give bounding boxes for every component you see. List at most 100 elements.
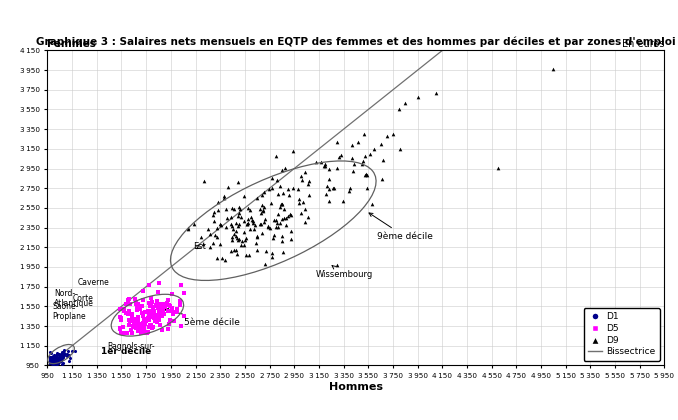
Point <box>315 159 326 165</box>
Point <box>163 302 174 309</box>
Point <box>153 304 164 311</box>
Point <box>121 301 132 307</box>
Point <box>220 257 231 264</box>
Point <box>283 212 294 219</box>
Point <box>154 302 165 309</box>
Point <box>58 347 69 354</box>
Point <box>252 232 262 239</box>
Point <box>155 313 165 320</box>
Point <box>132 324 142 331</box>
Point <box>135 328 146 335</box>
Point <box>131 300 142 307</box>
Point <box>118 324 129 331</box>
Point <box>254 206 265 213</box>
Point <box>50 355 61 362</box>
Point <box>154 280 165 286</box>
Point <box>44 360 55 366</box>
Point <box>216 222 226 228</box>
Point <box>167 311 178 318</box>
Point <box>153 316 164 323</box>
Point <box>164 316 175 323</box>
Point <box>268 217 279 223</box>
Point <box>231 228 241 234</box>
Point <box>273 191 283 197</box>
Point <box>136 303 147 310</box>
Point <box>257 230 268 236</box>
Point <box>300 169 311 176</box>
Point <box>54 351 64 357</box>
Point <box>300 206 311 213</box>
Point <box>155 321 165 328</box>
Point <box>412 93 423 100</box>
Point <box>135 306 146 312</box>
Point <box>143 323 154 330</box>
Point <box>226 223 237 229</box>
Point <box>271 220 282 226</box>
Point <box>128 315 139 322</box>
Point <box>233 210 244 216</box>
Point <box>275 204 285 210</box>
Point <box>133 328 144 335</box>
Point <box>238 241 249 248</box>
Point <box>53 359 64 365</box>
Point <box>395 146 405 152</box>
Point <box>157 304 167 311</box>
Point <box>52 356 62 363</box>
Point <box>47 357 58 364</box>
Point <box>255 210 266 217</box>
Point <box>431 89 441 96</box>
Point <box>225 221 236 228</box>
Point <box>151 302 161 309</box>
Point <box>56 353 66 360</box>
Point <box>44 353 55 360</box>
Point <box>49 352 60 359</box>
Point <box>61 353 72 360</box>
Point <box>242 220 253 226</box>
Point <box>139 330 150 337</box>
Point <box>226 234 237 240</box>
Point <box>163 320 174 327</box>
Point <box>344 185 355 192</box>
Point <box>205 243 216 250</box>
Point <box>51 355 62 362</box>
Point <box>152 297 163 304</box>
Point <box>49 359 60 366</box>
Point <box>295 210 306 217</box>
Point <box>44 353 55 360</box>
Point <box>228 231 239 237</box>
Point <box>167 291 178 297</box>
Point <box>303 181 314 188</box>
Point <box>266 175 277 182</box>
Point <box>226 213 237 220</box>
Point <box>154 305 165 312</box>
Point <box>260 261 271 268</box>
Point <box>258 207 268 213</box>
Point <box>56 361 67 368</box>
Point <box>241 235 252 242</box>
Point <box>49 354 60 361</box>
Point <box>233 222 243 229</box>
Point <box>241 221 252 228</box>
Point <box>143 314 154 320</box>
Point <box>243 216 254 223</box>
Point <box>57 351 68 358</box>
Point <box>158 301 169 307</box>
Point <box>262 223 273 229</box>
Point <box>220 205 231 212</box>
Point <box>123 317 134 323</box>
Point <box>233 237 243 244</box>
Point <box>45 358 56 365</box>
Point <box>146 313 157 320</box>
Point <box>222 214 233 221</box>
Point <box>171 308 182 315</box>
Text: Caverne: Caverne <box>78 278 109 287</box>
Point <box>276 201 287 207</box>
Point <box>115 316 126 323</box>
Point <box>138 325 149 331</box>
Point <box>218 193 229 200</box>
Point <box>47 358 58 365</box>
Point <box>48 357 59 364</box>
Point <box>121 330 132 337</box>
Point <box>272 177 283 184</box>
Point <box>145 295 156 302</box>
